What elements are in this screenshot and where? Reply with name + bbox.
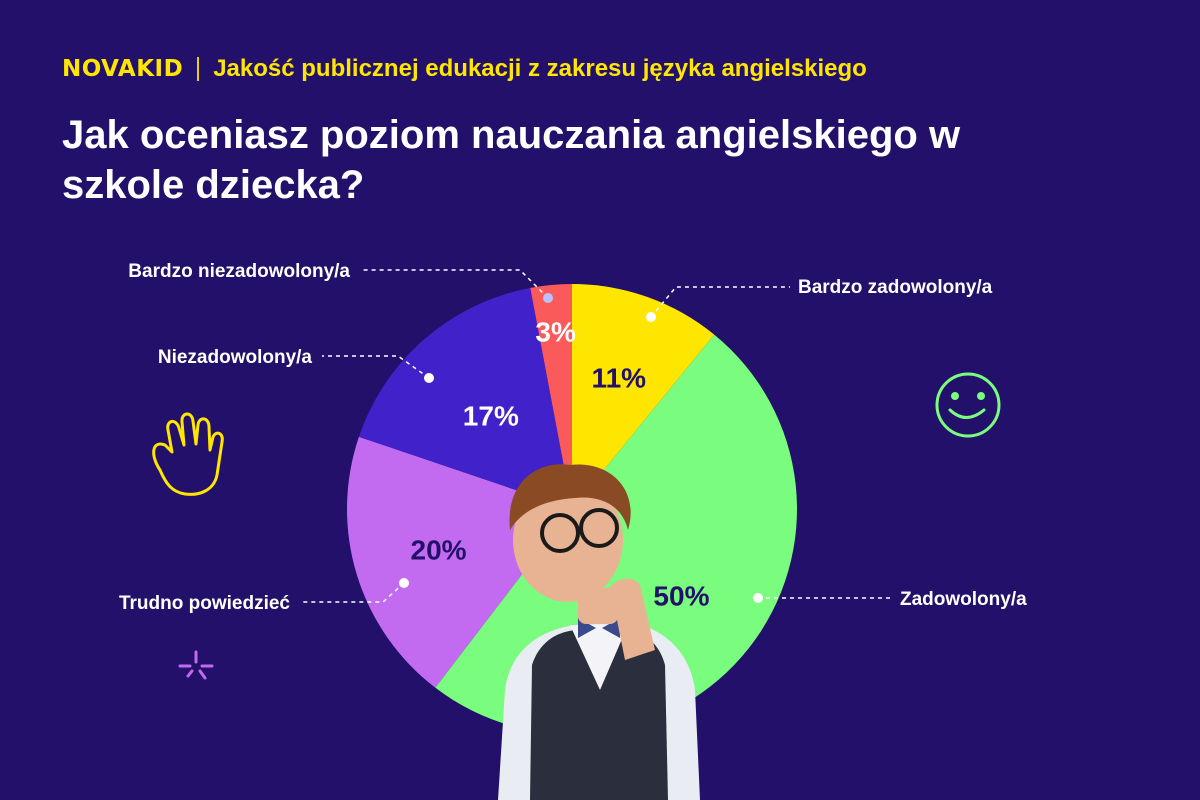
slice-percent-label: 50% bbox=[653, 580, 709, 611]
thinking-child-illustration bbox=[498, 464, 700, 800]
slice-percent-label: 20% bbox=[411, 535, 467, 566]
slice-category-label: Trudno powiedzieć bbox=[119, 593, 290, 614]
smiley-face-icon bbox=[935, 372, 1001, 438]
slice-category-label: Bardzo niezadowolony/a bbox=[128, 261, 350, 282]
waving-hand-icon bbox=[152, 412, 224, 496]
leader-line bbox=[322, 355, 430, 379]
leader-dot bbox=[399, 578, 409, 588]
novakid-logo: NOVAKID bbox=[62, 56, 184, 82]
slice-category-label: Zadowolony/a bbox=[900, 589, 1027, 610]
brand-row: NOVAKID Jakość publicznej edukacji z zak… bbox=[62, 55, 867, 83]
leader-dot bbox=[424, 373, 434, 383]
leader-line bbox=[300, 582, 405, 603]
chart-title: Jak oceniasz poziom nauczania angielskie… bbox=[62, 113, 961, 207]
leader-dot bbox=[753, 593, 763, 603]
subtitle: Jakość publicznej edukacji z zakresu jęz… bbox=[213, 55, 867, 82]
leader-dot bbox=[646, 312, 656, 322]
slice-category-label: Bardzo zadowolony/a bbox=[798, 277, 993, 298]
flower-icon bbox=[178, 650, 214, 680]
slice-percent-label: 3% bbox=[535, 316, 576, 347]
pie-slice bbox=[530, 284, 572, 509]
leader-line bbox=[650, 286, 790, 318]
leader-dot bbox=[543, 293, 553, 303]
slice-category-label: Niezadowolony/a bbox=[158, 347, 313, 368]
pie-slice bbox=[358, 287, 572, 509]
slice-percent-label: 11% bbox=[592, 363, 647, 394]
pie-slice bbox=[572, 284, 715, 509]
slice-percent-label: 17% bbox=[463, 401, 519, 432]
divider bbox=[197, 57, 200, 81]
leader-line bbox=[360, 269, 549, 299]
